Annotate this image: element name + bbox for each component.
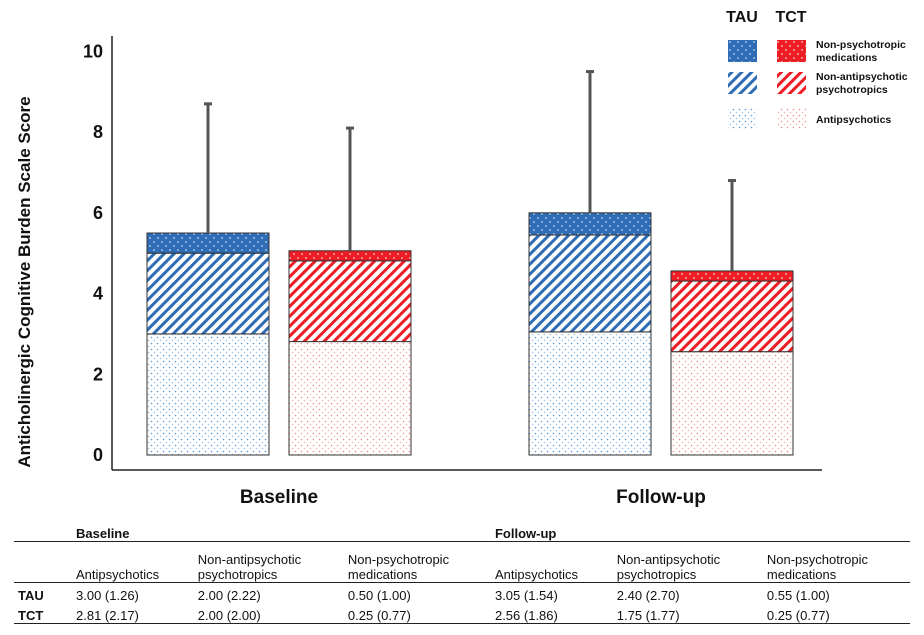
table-group-baseline: Baseline [72,524,491,542]
bar-segment-tau-dots [528,331,652,456]
table-row-tau: TAU 3.00 (1.26) 2.00 (2.22) 0.50 (1.00) … [14,582,910,603]
bar-segment-tau-solid-dots [528,212,652,236]
y-tick-label: 6 [93,203,103,223]
legend-label: Non-psychotropic medications [816,39,906,64]
legend-header-tau: TAU [726,9,758,26]
table-corner [14,542,72,583]
legend-swatch-tau [728,108,757,130]
legend-swatch-tct [777,72,806,94]
table-cell: 1.75 (1.77) [612,603,763,624]
bar-segment-tau-diagonal-stripes [146,252,270,335]
table-column-header: Non-antipsychotic psychotropics [197,552,302,582]
table-cell: 2.81 (2.17) [72,603,194,624]
table-column-header: Antipsychotics [494,567,579,582]
table-cell: 2.00 (2.22) [193,582,344,603]
legend-label: Antipsychotics [816,114,891,126]
y-axis: 0 2 4 6 8 10 [83,41,103,465]
bar-segment-tct-diagonal-stripes [670,280,794,353]
bar-segment-tau-diagonal-stripes [528,234,652,333]
table-column-header-row: Antipsychotics Non-antipsychotic psychot… [14,542,910,583]
table-column-header: Non-psychotropic medications [347,552,450,582]
y-tick-label: 8 [93,122,103,142]
table-corner [14,524,72,542]
y-tick-label: 2 [93,364,103,384]
bar-segment-tct-diagonal-stripes [288,260,412,343]
table-group-follow-up: Follow-up [490,524,910,542]
table-cell: 2.56 (1.86) [490,603,613,624]
table-column-header: Non-psychotropic medications [766,552,869,582]
table-row-label: TAU [14,582,72,603]
bar-segment-tct-dots [288,341,412,456]
bar-segment-tau-solid-dots [146,232,270,254]
legend: TAU TCT Non-psychotropic medications Non-ant… [726,9,908,130]
table-group-header-row: Baseline Follow-up [14,524,910,542]
bar-segment-tau-dots [146,333,270,456]
table-cell: 0.25 (0.77) [762,603,910,624]
legend-swatch-tct [777,40,806,62]
x-category-label: Baseline [240,487,318,508]
legend-swatch-tau [728,40,757,62]
x-category-label: Follow-up [616,487,706,508]
x-axis-labels: Baseline Follow-up [240,487,706,508]
table-cell: 3.05 (1.54) [490,582,613,603]
table-cell: 0.25 (0.77) [343,603,491,624]
stats-table: Baseline Follow-up Antipsychotics Non-an… [14,524,910,624]
bar-segment-tct-dots [670,351,794,456]
y-tick-label: 4 [93,284,103,304]
chart: Anticholinergic Cognitive Burden Scale S… [15,9,908,508]
legend-header-tct: TCT [775,9,806,26]
table-cell: 2.00 (2.00) [193,603,344,624]
legend-label: Non-antipsychotic psychotropics [816,71,908,96]
table-column-header: Non-antipsychotic psychotropics [616,552,721,582]
table-row-label: TCT [14,603,72,624]
bar-segment-tct-solid-dots [670,270,794,282]
bar-segment-tct-solid-dots [288,250,412,262]
bars [146,212,794,456]
legend-swatch-tct [777,108,806,130]
table-cell: 0.50 (1.00) [343,582,491,603]
table-column-header: Antipsychotics [76,567,160,582]
legend-swatch-tau [728,72,757,94]
table-row-tct: TCT 2.81 (2.17) 2.00 (2.00) 0.25 (0.77) … [14,603,910,624]
table-cell: 2.40 (2.70) [612,582,763,603]
y-axis-label: Anticholinergic Cognitive Burden Scale S… [15,96,34,467]
table-cell: 0.55 (1.00) [762,582,910,603]
error-bars [204,70,736,271]
table-cell: 3.00 (1.26) [72,582,194,603]
y-tick-label: 0 [93,445,103,465]
y-tick-label: 10 [83,41,103,61]
